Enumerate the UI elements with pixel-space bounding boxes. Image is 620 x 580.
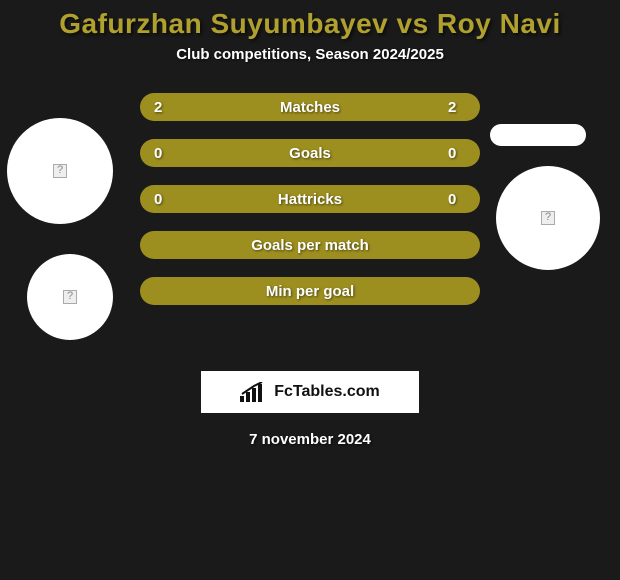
left-bottom-circle <box>27 254 113 340</box>
image-placeholder-icon <box>53 164 67 178</box>
stat-right-value: 0 <box>448 145 466 162</box>
comparison-subtitle: Club competitions, Season 2024/2025 <box>0 46 620 63</box>
stat-label: Goals per match <box>140 237 480 254</box>
stat-left-value: 2 <box>154 99 172 116</box>
stat-bar: 0Goals0 <box>140 139 480 167</box>
stat-right-value: 0 <box>448 191 466 208</box>
stat-bar: Goals per match <box>140 231 480 259</box>
stat-label: Matches <box>140 99 480 116</box>
stat-left-value: 0 <box>154 191 172 208</box>
fctables-logo-icon <box>240 382 268 402</box>
source-badge: FcTables.com <box>201 371 419 413</box>
snapshot-date: 7 november 2024 <box>0 431 620 448</box>
right-circle <box>496 166 600 270</box>
stat-right-value: 2 <box>448 99 466 116</box>
comparison-title: Gafurzhan Suyumbayev vs Roy Navi <box>0 0 620 40</box>
stat-bar: 2Matches2 <box>140 93 480 121</box>
stat-bar: Min per goal <box>140 277 480 305</box>
stat-label: Goals <box>140 145 480 162</box>
stat-label: Hattricks <box>140 191 480 208</box>
image-placeholder-icon <box>63 290 77 304</box>
stat-label: Min per goal <box>140 283 480 300</box>
stat-left-value: 0 <box>154 145 172 162</box>
stat-bar: 0Hattricks0 <box>140 185 480 213</box>
stat-bars: 2Matches20Goals00Hattricks0Goals per mat… <box>140 93 480 323</box>
source-badge-text: FcTables.com <box>274 383 380 401</box>
right-top-ellipse <box>490 124 586 146</box>
left-top-circle <box>7 118 113 224</box>
image-placeholder-icon <box>541 211 555 225</box>
